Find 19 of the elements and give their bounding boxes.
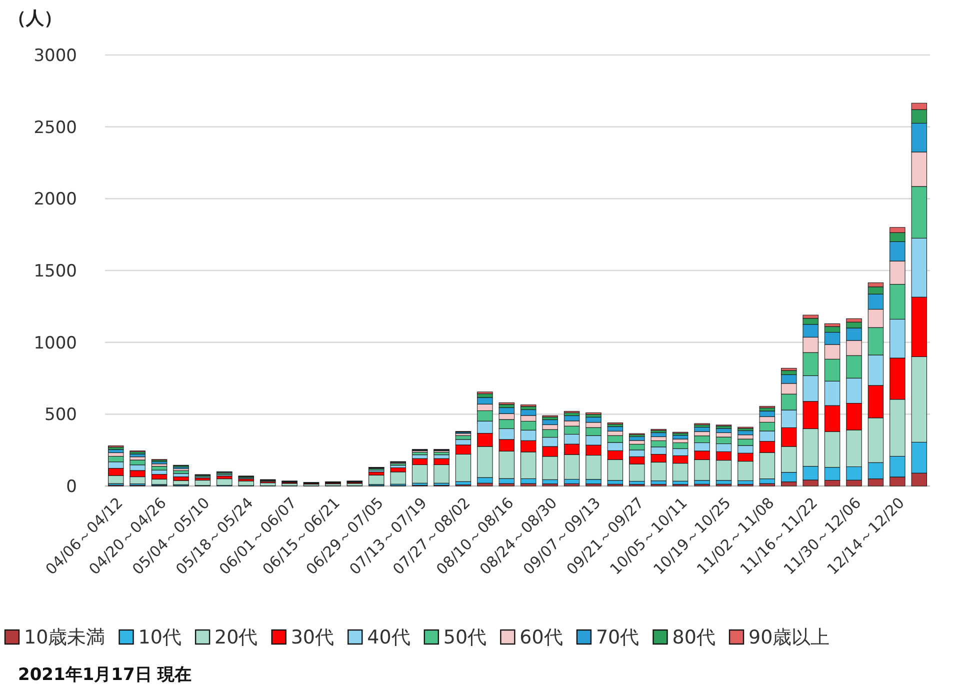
- legend-label: 70代: [596, 626, 640, 649]
- y-tick-label: 1000: [34, 333, 77, 354]
- y-tick-label: 0: [66, 476, 77, 497]
- y-tick-label: 500: [44, 405, 77, 426]
- y-axis-title: （人）: [8, 8, 62, 29]
- y-tick-label: 1500: [34, 261, 77, 282]
- legend-label: 30代: [290, 626, 334, 649]
- text: 2021年1月17日 現在: [18, 665, 192, 685]
- legend-label: 20代: [214, 626, 258, 649]
- legend-label: 50代: [443, 626, 487, 649]
- y-tick-label: 3000: [34, 46, 77, 66]
- y-tick-label: 2000: [34, 190, 77, 210]
- legend-label: 10歳未満: [24, 626, 106, 649]
- y-tick-label: 2500: [34, 118, 77, 138]
- legend-label: 10代: [138, 626, 182, 649]
- legend-label: 60代: [520, 626, 563, 649]
- legend-label: 40代: [367, 626, 410, 649]
- legend-label: 90歳以上: [748, 626, 830, 649]
- legend-label: 80代: [672, 626, 716, 649]
